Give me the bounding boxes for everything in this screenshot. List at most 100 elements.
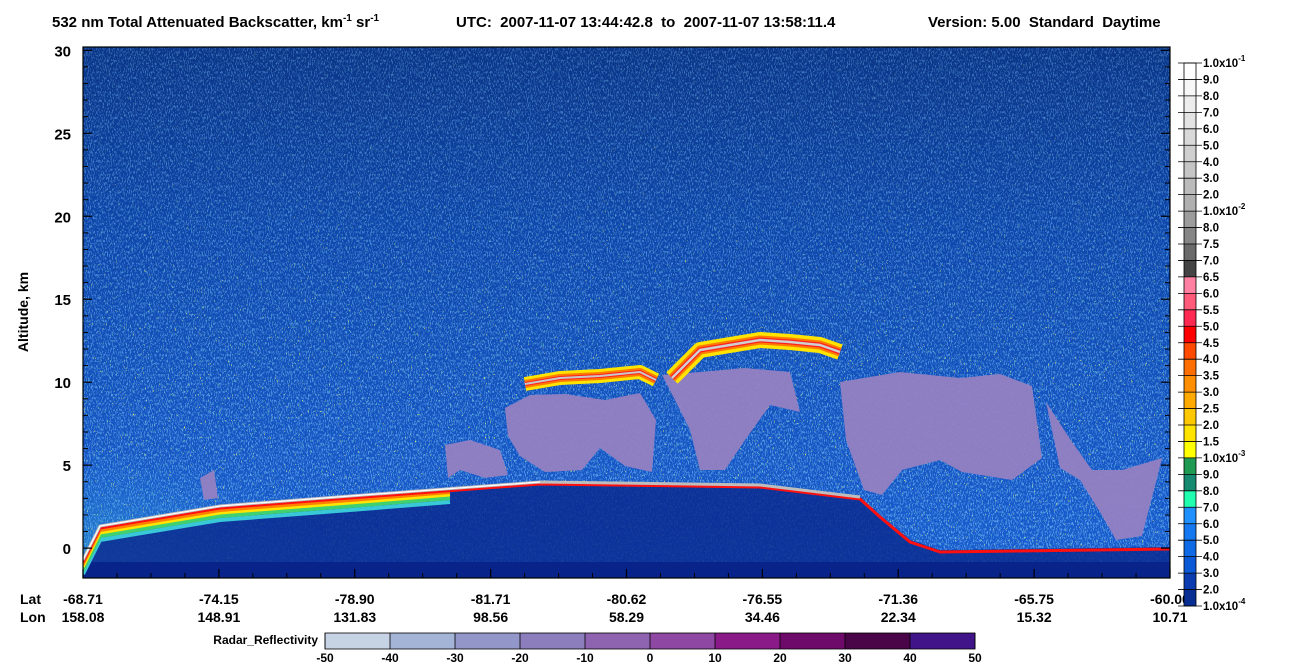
surface-line xyxy=(83,481,541,561)
colorbar-label: 4.0 xyxy=(1203,354,1219,366)
colorbar-cell xyxy=(1184,309,1196,327)
x-tick-label: 98.56 xyxy=(473,609,508,625)
title-unit: sr xyxy=(356,14,370,31)
cloud xyxy=(505,393,656,472)
colorbar-label: 7.0 xyxy=(1203,502,1219,514)
y-tick-label: 10 xyxy=(54,375,71,392)
cloud xyxy=(840,372,1042,495)
colorbar-label: 5.0 xyxy=(1203,321,1219,333)
radar-label: Radar_Reflectivity xyxy=(213,633,318,647)
radar-cell xyxy=(650,633,715,649)
colorbar-label-mantissa: 1.0x10 xyxy=(1203,58,1238,70)
y-tick-label: 15 xyxy=(54,292,71,309)
colorbar-label: 8.0 xyxy=(1203,486,1219,498)
colorbar-label-mantissa: 1.0x10 xyxy=(1203,206,1238,218)
colorbar-cell xyxy=(1184,326,1196,343)
colorbar-cell xyxy=(1184,589,1196,606)
radar-tick-label: -50 xyxy=(316,651,334,665)
colorbar-label: 6.0 xyxy=(1203,519,1219,531)
colorbar-cell xyxy=(1184,112,1196,129)
title-text: 532 nm Total Attenuated Backscatter, km-… xyxy=(52,13,380,31)
colorbar-label-exponent: -1 xyxy=(1238,54,1246,63)
x-tick-label: 34.46 xyxy=(745,609,780,625)
x-tick-label: -78.90 xyxy=(335,591,375,607)
radar-cell xyxy=(585,633,650,649)
x-tick-label: 10.71 xyxy=(1152,609,1187,625)
radar-cell xyxy=(520,633,585,649)
x-tick-label: 22.34 xyxy=(881,609,916,625)
x-tick-label: -60.00 xyxy=(1150,591,1190,607)
colorbar-label: 1.0x10-3 xyxy=(1203,449,1246,465)
colorbar-cell xyxy=(1184,441,1196,458)
radar-cell xyxy=(780,633,845,649)
colorbar-cell xyxy=(1184,79,1196,96)
colorbar-cell xyxy=(1184,490,1196,508)
cloud-top xyxy=(671,338,841,379)
radar-tick-label: 50 xyxy=(968,651,982,665)
radar-cell xyxy=(455,633,520,649)
colorbar-label: 6.0 xyxy=(1203,288,1219,300)
radar-cell xyxy=(845,633,910,649)
colorbar-label: 2.0 xyxy=(1203,420,1219,432)
x-tick-label: -68.71 xyxy=(63,591,103,607)
colorbar-cell xyxy=(1184,260,1196,277)
radar-cell xyxy=(390,633,455,649)
x-tick-label: -80.62 xyxy=(607,591,647,607)
colorbar-label: 1.0x10-4 xyxy=(1203,597,1246,613)
colorbar-label: 3.0 xyxy=(1203,387,1219,399)
x-tick-label: -65.75 xyxy=(1014,591,1054,607)
title-time: UTC: 2007-11-07 13:44:42.8 to 2007-11-07… xyxy=(456,14,836,31)
colorbar-cell xyxy=(1184,276,1196,294)
surface xyxy=(83,480,1170,575)
colorbar-cell xyxy=(1184,161,1196,179)
colorbar-label: 7.0 xyxy=(1203,107,1219,119)
x-tick-label: -74.15 xyxy=(199,591,239,607)
colorbar-label: 2.0 xyxy=(1203,585,1219,597)
colorbar-cell xyxy=(1184,408,1196,425)
colorbar-label: 7.0 xyxy=(1203,255,1219,267)
colorbar-label: 1.5 xyxy=(1203,436,1220,448)
colorbar-cell xyxy=(1184,244,1196,261)
surface-line xyxy=(83,482,1170,563)
title-main: 532 nm Total Attenuated Backscatter, km xyxy=(52,14,343,31)
colorbar-label: 8.0 xyxy=(1203,223,1219,235)
cloud xyxy=(1046,402,1162,540)
x-tick-label: -76.55 xyxy=(743,591,783,607)
colorbar-cell xyxy=(1184,342,1196,360)
colorbar-cell xyxy=(1184,227,1196,244)
colorbar-cell xyxy=(1184,293,1196,310)
colorbar-label-exponent: -2 xyxy=(1238,202,1246,211)
radar-tick-label: -30 xyxy=(446,651,464,665)
colorbar-label: 5.0 xyxy=(1203,535,1219,547)
colorbar-cell xyxy=(1184,194,1196,212)
cloud-top xyxy=(524,371,657,385)
colorbar-cell xyxy=(1184,359,1196,376)
colorbar-label: 4.0 xyxy=(1203,552,1219,564)
radar-tick-label: -40 xyxy=(381,651,399,665)
radar-tick-label: -10 xyxy=(576,651,594,665)
colorbar-label-exponent: -3 xyxy=(1238,449,1246,458)
colorbar-label: 2.0 xyxy=(1203,190,1219,202)
cloud-tops xyxy=(523,332,843,391)
radar-cell xyxy=(910,633,975,649)
radar-tick-label: 30 xyxy=(838,651,852,665)
colorbar-cell xyxy=(1184,63,1196,80)
colorbar-label: 9.0 xyxy=(1203,469,1219,481)
row-label: Lon xyxy=(20,609,46,625)
colorbar-cell xyxy=(1184,128,1196,146)
colorbar-label: 4.0 xyxy=(1203,157,1219,169)
y-tick-label: 30 xyxy=(54,43,71,60)
title-exponent: -1 xyxy=(343,13,352,24)
x-tick-label: 58.29 xyxy=(609,609,644,625)
colorbar-cell xyxy=(1184,95,1196,113)
y-tick-label: 20 xyxy=(54,209,71,226)
colorbar-label: 5.5 xyxy=(1203,305,1220,317)
colorbar-cell xyxy=(1184,540,1196,557)
colorbar-cell xyxy=(1184,211,1196,228)
x-tick-label: 158.08 xyxy=(62,609,105,625)
radar-tick-label: 20 xyxy=(773,651,787,665)
radar-tick-label: 0 xyxy=(647,651,654,665)
radar-cell xyxy=(325,633,390,649)
radar-tick-label: 10 xyxy=(708,651,722,665)
